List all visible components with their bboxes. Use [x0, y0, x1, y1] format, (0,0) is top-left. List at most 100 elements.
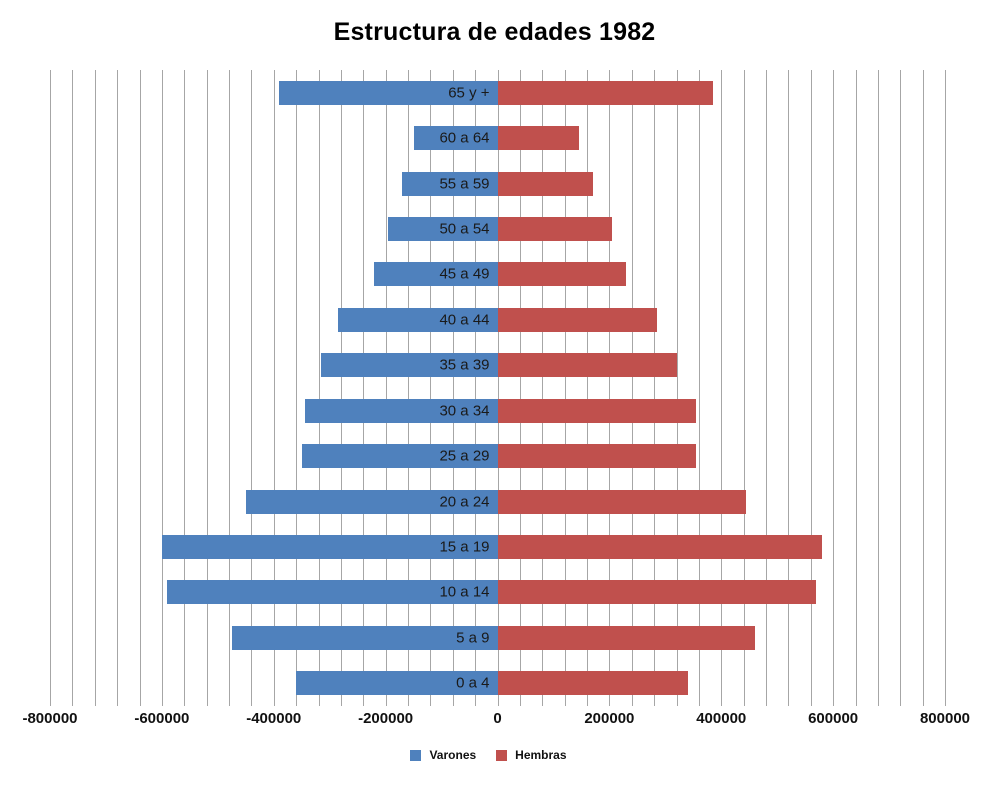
gridline: [855, 70, 857, 706]
bar-varones: [374, 262, 498, 287]
category-label: 50 a 54: [439, 220, 490, 238]
pyramid-row: 10 a 14: [50, 570, 945, 615]
gridline: [475, 70, 477, 706]
gridline: [743, 70, 745, 706]
pyramid-row: 50 a 54: [50, 206, 945, 251]
bar-hembras: [497, 489, 747, 514]
x-axis-tick-label: 0: [493, 710, 502, 727]
bar-varones: [167, 580, 498, 605]
gridline: [564, 70, 566, 706]
x-axis-tick-label: 200000: [584, 710, 635, 727]
bar-varones: [296, 671, 498, 696]
pyramid-row: 20 a 24: [50, 479, 945, 524]
category-label: 30 a 34: [439, 402, 490, 420]
bar-hembras: [497, 625, 755, 650]
x-axis-tick-label: -200000: [358, 710, 414, 727]
gridline: [363, 70, 365, 706]
plot-area: 65 y + 60 a 64 55 a 59 50 a 54 45 a 49 40 a 4…: [50, 70, 946, 706]
gridline: [497, 70, 499, 706]
legend-swatch-varones: [410, 749, 422, 761]
x-axis-tick-label: 600000: [808, 710, 859, 727]
gridline: [94, 70, 96, 706]
gridline: [72, 70, 74, 706]
bar-hembras: [497, 80, 713, 105]
gridline: [900, 70, 902, 706]
category-label: 5 a 9: [456, 629, 490, 647]
gridline: [251, 70, 253, 706]
x-axis-tick-label: 800000: [919, 710, 971, 727]
gridline: [654, 70, 656, 706]
category-label: 60 a 64: [439, 129, 490, 147]
category-label: 65 y +: [448, 84, 490, 102]
bar-varones: [321, 353, 498, 378]
pyramid-row: 40 a 44: [50, 297, 945, 342]
category-label: 55 a 59: [439, 175, 490, 193]
pyramid-row: 45 a 49: [50, 252, 945, 297]
bar-hembras: [497, 671, 688, 696]
gridline: [631, 70, 633, 706]
gridline: [117, 70, 119, 706]
pyramid-row: 15 a 19: [50, 524, 945, 569]
x-axis: -800000 -600000 -400000 -200000 0 200000 40000…: [22, 710, 970, 732]
gridline: [229, 70, 230, 706]
gridline: [833, 70, 835, 706]
pyramid-row: 35 a 39: [50, 343, 945, 388]
gridline: [922, 70, 924, 706]
pyramid-row: 55 a 59: [50, 161, 945, 206]
bar-varones: [402, 171, 498, 196]
category-label: 10 a 14: [439, 583, 490, 601]
bar-hembras: [497, 353, 677, 378]
gridline: [408, 70, 409, 706]
x-axis-tick-label: 400000: [696, 710, 747, 727]
pyramid-row: 60 a 64: [50, 115, 945, 160]
gridline: [139, 70, 141, 706]
gridline: [296, 70, 298, 706]
legend-label-varones: Varones: [429, 748, 477, 762]
chart-title: Estructura de edades 1982: [333, 18, 656, 46]
legend: Varones Hembras: [0, 748, 989, 762]
gridline: [206, 70, 208, 706]
bar-varones: [301, 444, 498, 469]
gridline: [452, 70, 454, 706]
bar-hembras: [497, 262, 627, 287]
gridline: [385, 70, 387, 706]
legend-label-hembras: Hembras: [515, 748, 567, 762]
category-label: 15 a 19: [439, 538, 490, 556]
pyramid-row: 25 a 29: [50, 433, 945, 478]
gridline: [698, 70, 700, 706]
x-axis-tick-label: -400000: [246, 710, 302, 727]
category-label: 20 a 24: [439, 493, 490, 511]
gridline: [50, 70, 51, 706]
gridline: [788, 70, 790, 706]
pyramid-row: 0 a 4: [50, 661, 945, 706]
bar-varones: [388, 216, 498, 241]
gridline: [184, 70, 186, 706]
gridline: [810, 70, 812, 706]
category-label: 25 a 29: [439, 447, 490, 465]
gridline: [676, 70, 678, 706]
pyramid-row: 30 a 34: [50, 388, 945, 433]
category-label: 35 a 39: [439, 356, 490, 374]
gridline: [161, 70, 163, 706]
bar-varones: [304, 398, 498, 423]
bar-varones: [231, 625, 498, 650]
category-label: 45 a 49: [439, 265, 490, 283]
bar-varones: [161, 534, 498, 559]
bar-varones: [338, 307, 498, 332]
bar-hembras: [497, 534, 822, 559]
bar-hembras: [497, 126, 579, 151]
bar-hembras: [497, 307, 657, 332]
gridline: [766, 70, 767, 706]
gridline: [273, 70, 275, 706]
x-axis-tick-label: -800000: [22, 710, 78, 727]
bar-varones: [413, 126, 498, 151]
gridlines-layer: [50, 70, 946, 706]
gridline: [318, 70, 320, 706]
bars-layer: 65 y + 60 a 64 55 a 59 50 a 54 45 a 49 40 a 4…: [50, 70, 945, 706]
gridline: [542, 70, 544, 706]
bar-varones: [279, 80, 498, 105]
bar-varones: [245, 489, 498, 514]
legend-swatch-hembras: [496, 749, 508, 761]
gridline: [945, 70, 946, 706]
